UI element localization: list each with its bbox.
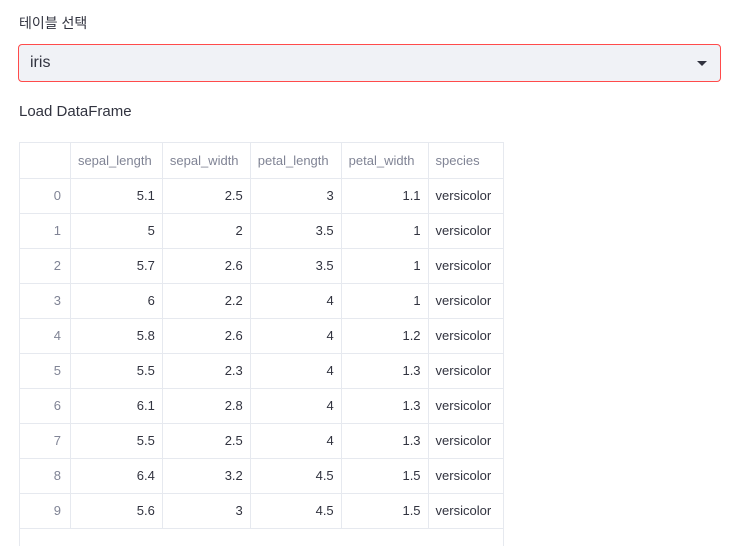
column-header-petal_width[interactable]: petal_width <box>341 143 429 179</box>
table-cell[interactable]: 1.1 <box>341 178 429 214</box>
table-row: 6 6.1 2.8 4 1.3 versicolor <box>20 388 503 424</box>
table-cell[interactable]: 4.5 <box>250 493 342 529</box>
table-row: 9 5.6 3 4.5 1.5 versicolor <box>20 493 503 529</box>
table-cell[interactable]: 6 <box>70 283 163 319</box>
table-cell[interactable]: versicolor <box>428 213 503 249</box>
row-index[interactable]: 9 <box>20 493 71 529</box>
row-index[interactable]: 4 <box>20 318 71 354</box>
table-cell[interactable]: 6.4 <box>70 458 163 494</box>
table-cell[interactable]: 5 <box>70 213 163 249</box>
table-cell[interactable]: 2.5 <box>162 178 251 214</box>
column-header-sepal_length[interactable]: sepal_length <box>70 143 163 179</box>
table-cell[interactable]: 5.7 <box>70 248 163 284</box>
table-row: 4 5.8 2.6 4 1.2 versicolor <box>20 318 503 354</box>
table-cell[interactable]: versicolor <box>428 423 503 459</box>
table-cell[interactable]: 1.3 <box>341 353 429 389</box>
table-cell[interactable]: 3 <box>250 178 342 214</box>
table-cell[interactable]: versicolor <box>428 318 503 354</box>
column-header-sepal_width[interactable]: sepal_width <box>162 143 251 179</box>
table-cell[interactable]: versicolor <box>428 178 503 214</box>
table-select[interactable]: iris <box>18 44 721 82</box>
row-index[interactable]: 3 <box>20 283 71 319</box>
table-cell[interactable]: 6.1 <box>70 388 163 424</box>
table-cell[interactable]: 4 <box>250 283 342 319</box>
table-cell[interactable]: 5.6 <box>70 493 163 529</box>
table-cell[interactable]: versicolor <box>428 248 503 284</box>
table-cell[interactable]: 3 <box>162 493 251 529</box>
row-index[interactable]: 7 <box>20 423 71 459</box>
table-cell[interactable]: 5.8 <box>70 318 163 354</box>
table-cell[interactable]: 1.2 <box>341 318 429 354</box>
caret-down-icon[interactable] <box>697 61 707 66</box>
table-cell[interactable]: versicolor <box>428 353 503 389</box>
table-cell[interactable]: 2 <box>162 213 251 249</box>
table-cell[interactable]: 2.3 <box>162 353 251 389</box>
table-cell[interactable]: 4 <box>250 423 342 459</box>
table-cell[interactable]: 4 <box>250 388 342 424</box>
row-index[interactable]: 5 <box>20 353 71 389</box>
index-header[interactable] <box>20 143 71 179</box>
table-row: 7 5.5 2.5 4 1.3 versicolor <box>20 423 503 459</box>
table-cell[interactable]: 3.5 <box>250 248 342 284</box>
row-index[interactable]: 0 <box>20 178 71 214</box>
table-cell[interactable]: 4 <box>250 353 342 389</box>
table-cell[interactable]: 5.5 <box>70 353 163 389</box>
table-cell[interactable]: 1 <box>341 283 429 319</box>
table-cell[interactable]: 2.5 <box>162 423 251 459</box>
row-index[interactable]: 1 <box>20 213 71 249</box>
row-index[interactable]: 8 <box>20 458 71 494</box>
table-row: 5 5.5 2.3 4 1.3 versicolor <box>20 353 503 389</box>
table-cell[interactable]: 1.3 <box>341 388 429 424</box>
dataframe-table[interactable]: sepal_length sepal_width petal_length petal… <box>19 142 504 546</box>
table-cell[interactable]: 1 <box>341 248 429 284</box>
table-cell[interactable]: 1.5 <box>341 493 429 529</box>
table-cell[interactable]: 4.5 <box>250 458 342 494</box>
table-cell[interactable]: versicolor <box>428 458 503 494</box>
table-row: 1 5 2 3.5 1 versicolor <box>20 213 503 249</box>
table-cell[interactable]: 1 <box>341 213 429 249</box>
table-row: 2 5.7 2.6 3.5 1 versicolor <box>20 248 503 284</box>
header-row: sepal_length sepal_width petal_length petal… <box>20 143 503 179</box>
table-cell[interactable]: 5.1 <box>70 178 163 214</box>
select-label: 테이블 선택 <box>19 15 88 31</box>
table-cell[interactable]: 3.5 <box>250 213 342 249</box>
table-row: 3 6 2.2 4 1 versicolor <box>20 283 503 319</box>
table-cell[interactable]: 3.2 <box>162 458 251 494</box>
section-title: Load DataFrame <box>19 103 132 120</box>
table-row: 0 5.1 2.5 3 1.1 versicolor <box>20 178 503 214</box>
dataframe-grid: sepal_length sepal_width petal_length petal… <box>20 143 503 529</box>
row-index[interactable]: 2 <box>20 248 71 284</box>
table-row: 8 6.4 3.2 4.5 1.5 versicolor <box>20 458 503 494</box>
table-cell[interactable]: 4 <box>250 318 342 354</box>
table-cell[interactable]: 2.6 <box>162 318 251 354</box>
table-body: 0 5.1 2.5 3 1.1 versicolor 1 5 2 3.5 1 versicolor 2 5… <box>20 178 503 529</box>
table-cell[interactable]: 5.5 <box>70 423 163 459</box>
table-cell[interactable]: 1.3 <box>341 423 429 459</box>
table-cell[interactable]: versicolor <box>428 283 503 319</box>
table-cell[interactable]: 1.5 <box>341 458 429 494</box>
table-cell[interactable]: 2.2 <box>162 283 251 319</box>
column-header-species[interactable]: species <box>428 143 503 179</box>
row-index[interactable]: 6 <box>20 388 71 424</box>
select-value: iris <box>30 54 51 71</box>
column-header-petal_length[interactable]: petal_length <box>250 143 342 179</box>
table-cell[interactable]: versicolor <box>428 493 503 529</box>
table-cell[interactable]: 2.8 <box>162 388 251 424</box>
table-cell[interactable]: 2.6 <box>162 248 251 284</box>
table-cell[interactable]: versicolor <box>428 388 503 424</box>
